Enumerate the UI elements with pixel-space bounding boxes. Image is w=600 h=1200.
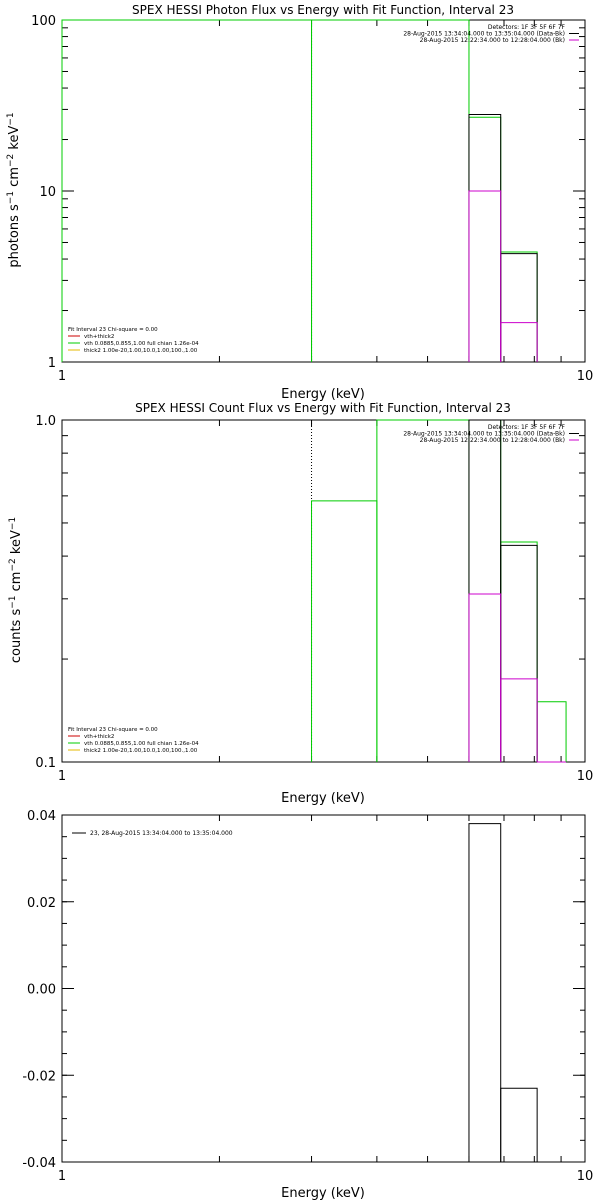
panel-photon-flux-title: SPEX HESSI Photon Flux vs Energy with Fi… [132, 3, 514, 17]
legend-entry: thick2 1.00e-20,1.00,10.0,1.00,100.,1.00 [84, 748, 198, 754]
y-tick-label: 0.04 [27, 809, 56, 824]
histogram-bin [468, 419, 502, 762]
panel-photon-flux-ylabel: photons s−1 cm−2 keV−1 [6, 112, 22, 267]
histogram-bin [468, 593, 502, 762]
legend-entry: 23, 28-Aug-2015 13:34:04.000 to 13:35:04… [90, 830, 233, 837]
legend-entry: thick2 1.00e-20,1.00,10.0,1.00,100.,1.00 [84, 348, 198, 354]
legend-entry: 28-Aug-2015 12:22:34.000 to 12:28:04.000… [420, 37, 565, 44]
y-tick-label: 0.00 [27, 983, 56, 998]
histogram-bin [468, 114, 502, 362]
panel-residuals-xlabel: Energy (keV) [281, 1186, 365, 1200]
y-tick-label: 0.02 [27, 896, 56, 911]
y-tick-label: 10 [39, 185, 56, 200]
panel-count-flux: SPEX HESSI Count Flux vs Energy with Fit… [8, 401, 593, 806]
legend-entry: vth 0.0885,0.855,1.00 full chian 1.26e-0… [84, 741, 199, 747]
panel-count-flux-plot-area: 1 100.11.0 Detectors: 1F 3F 5F 6F 7F28-Aug… [35, 414, 593, 784]
legend-entry: 28-Aug-2015 12:22:34.000 to 12:28:04.000… [420, 437, 565, 444]
y-tick-label: 1 [48, 356, 56, 371]
y-tick-label: 1.0 [35, 414, 56, 429]
legend-entry: Detectors: 1F 3F 5F 6F 7F [488, 424, 566, 431]
legend-entry: vth 0.0885,0.855,1.00 full chian 1.26e-0… [84, 341, 199, 347]
histogram-bin [500, 678, 538, 762]
histogram-bin [536, 701, 567, 762]
plot-frame [61, 19, 586, 363]
histogram-bin [61, 19, 313, 362]
x-tick-label: 1 [58, 369, 66, 384]
panel-count-flux-ylabel: counts s−1 cm−2 keV−1 [8, 517, 24, 663]
histogram-bin [500, 251, 538, 362]
y-tick-label: 0.1 [35, 756, 56, 771]
y-tick-label: -0.04 [22, 1156, 56, 1171]
panel-residuals: Energy (keV) 1 10 0.04 0.02 0.00 -0.02 -0.04 23… [22, 809, 593, 1200]
x-tick-label: 1 [58, 769, 66, 784]
plot-frame [61, 814, 586, 1163]
y-tick-label: 100 [31, 14, 56, 29]
histogram-bin [468, 823, 502, 1162]
histogram-bin [500, 544, 538, 762]
histogram-bin [500, 253, 538, 362]
x-tick-label: 1 [58, 1169, 66, 1184]
x-tick-label: 10 [577, 1169, 594, 1184]
legend-entry: vth+thick2 [84, 334, 114, 340]
histogram-bin [500, 541, 538, 762]
legend-entry: 28-Aug-2015 13:34:04.000 to 13:35:04.000… [403, 31, 565, 38]
histogram-bin [376, 419, 470, 762]
legend-entry: Detectors: 1F 3F 5F 6F 7F [488, 24, 566, 31]
panel-count-flux-xlabel: Energy (keV) [281, 791, 365, 806]
histogram-bin [500, 322, 538, 362]
legend-entry: Fit Interval 23 Chi-square = 0.00 [68, 727, 158, 733]
histogram-bin [61, 19, 470, 362]
y-tick-label: -0.02 [22, 1069, 56, 1084]
legend-entry: 28-Aug-2015 13:34:04.000 to 13:35:04.000… [403, 431, 565, 438]
legend-entry: vth+thick2 [84, 734, 114, 740]
legend-entry: Fit Interval 23 Chi-square = 0.00 [68, 327, 158, 333]
histogram-bin [468, 419, 502, 762]
panel-photon-flux-xlabel: Energy (keV) [281, 387, 365, 402]
panel-photon-flux: SPEX HESSI Photon Flux vs Energy with Fi… [6, 3, 593, 402]
plot-frame [61, 419, 586, 763]
histogram-bin [500, 1087, 538, 1162]
x-tick-label: 10 [577, 769, 594, 784]
histogram-bin [468, 116, 502, 362]
histogram-bin [311, 500, 378, 762]
x-tick-label: 10 [577, 369, 594, 384]
panel-residuals-plot-area: 1 10 0.04 0.02 0.00 -0.02 -0.04 23, 28-Aug-2015… [22, 809, 593, 1184]
histogram-bin [468, 190, 502, 362]
panel-count-flux-title: SPEX HESSI Count Flux vs Energy with Fit… [135, 401, 511, 415]
